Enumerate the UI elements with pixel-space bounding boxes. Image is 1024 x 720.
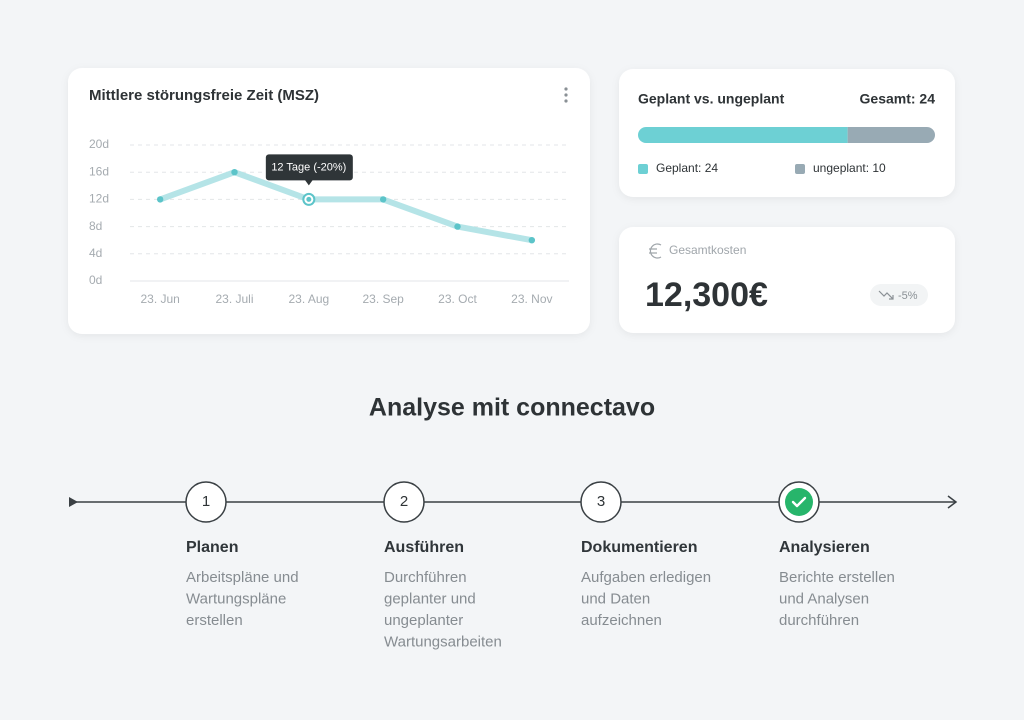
x-tick-label: 23. Nov	[511, 292, 552, 306]
step-description: geplanter und	[384, 590, 476, 607]
legend-swatch	[795, 164, 805, 174]
step-circle	[185, 481, 227, 523]
timeline-arrow	[947, 495, 958, 509]
step-title: Ausführen	[384, 539, 464, 556]
step-title: Dokumentieren	[581, 539, 697, 556]
y-tick-label: 12d	[89, 192, 109, 206]
legend-label: Geplant: 24	[656, 161, 718, 175]
step-number: 2	[400, 493, 408, 510]
step-description: ungeplanter	[384, 612, 463, 629]
step-number: 1	[202, 493, 210, 510]
chart-title: Mittlere störungsfreie Zeit (MSZ)	[89, 87, 319, 104]
tooltip-pointer	[304, 179, 313, 186]
step-circle	[580, 481, 622, 523]
trend-icon	[878, 290, 894, 300]
step-description: aufzeichnen	[581, 612, 662, 629]
timeline-start	[69, 497, 78, 507]
heading: Analyse mit connectavo	[369, 394, 655, 422]
x-tick-label: 23. Sep	[362, 292, 404, 306]
x-tick-label: 23. Aug	[288, 292, 329, 306]
tooltip	[265, 154, 353, 181]
cost-card	[619, 227, 955, 333]
point	[379, 196, 387, 203]
legend-label: ungeplant: 10	[813, 161, 886, 175]
point	[528, 237, 536, 244]
progress-segment	[847, 127, 935, 143]
legend-swatch	[638, 164, 648, 174]
point	[231, 169, 238, 176]
step-title: Analysieren	[779, 539, 870, 556]
step-description: Aufgaben erledigen	[581, 569, 711, 586]
step-number: 3	[597, 493, 605, 510]
x-tick-label: 23. Juli	[215, 292, 253, 306]
line	[157, 169, 535, 244]
progress-segment	[638, 127, 848, 143]
step-description: erstellen	[186, 612, 243, 629]
x-tick-label: 23. Jun	[140, 292, 179, 306]
y-tick-label: 8d	[89, 219, 102, 233]
change-value: -5%	[898, 290, 918, 302]
step-description: Arbeitspläne und	[186, 569, 299, 586]
step-description: Berichte erstellen	[779, 569, 895, 586]
menu-icon[interactable]	[564, 87, 568, 103]
euro-icon	[649, 243, 662, 259]
x-tick-label: 23. Oct	[438, 292, 477, 306]
planned-total: Gesamt: 24	[860, 91, 936, 107]
highlight-core	[306, 196, 312, 202]
step-description: Wartungspläne	[186, 590, 286, 607]
cost-amount: 12,300€	[645, 276, 768, 314]
step-description: und Analysen	[779, 590, 869, 607]
step-description: Durchführen	[384, 569, 467, 586]
tooltip-text: 12 Tage (-20%)	[271, 161, 346, 173]
planned-title: Geplant vs. ungeplant	[638, 91, 785, 107]
step-description: und Daten	[581, 590, 650, 607]
step-description: Wartungsarbeiten	[384, 633, 502, 650]
point	[156, 196, 164, 203]
check-icon	[791, 496, 807, 508]
cost-label: Gesamtkosten	[669, 243, 746, 257]
point	[454, 223, 461, 230]
check-badge	[785, 488, 813, 516]
step-title: Planen	[186, 539, 238, 556]
step-circle	[383, 481, 425, 523]
step-description: durchführen	[779, 612, 859, 629]
y-tick-label: 4d	[89, 246, 102, 260]
y-tick-label: 16d	[89, 164, 109, 178]
change-pill	[870, 284, 928, 306]
y-tick-label: 0d	[89, 273, 102, 287]
y-tick-label: 20d	[89, 137, 109, 151]
